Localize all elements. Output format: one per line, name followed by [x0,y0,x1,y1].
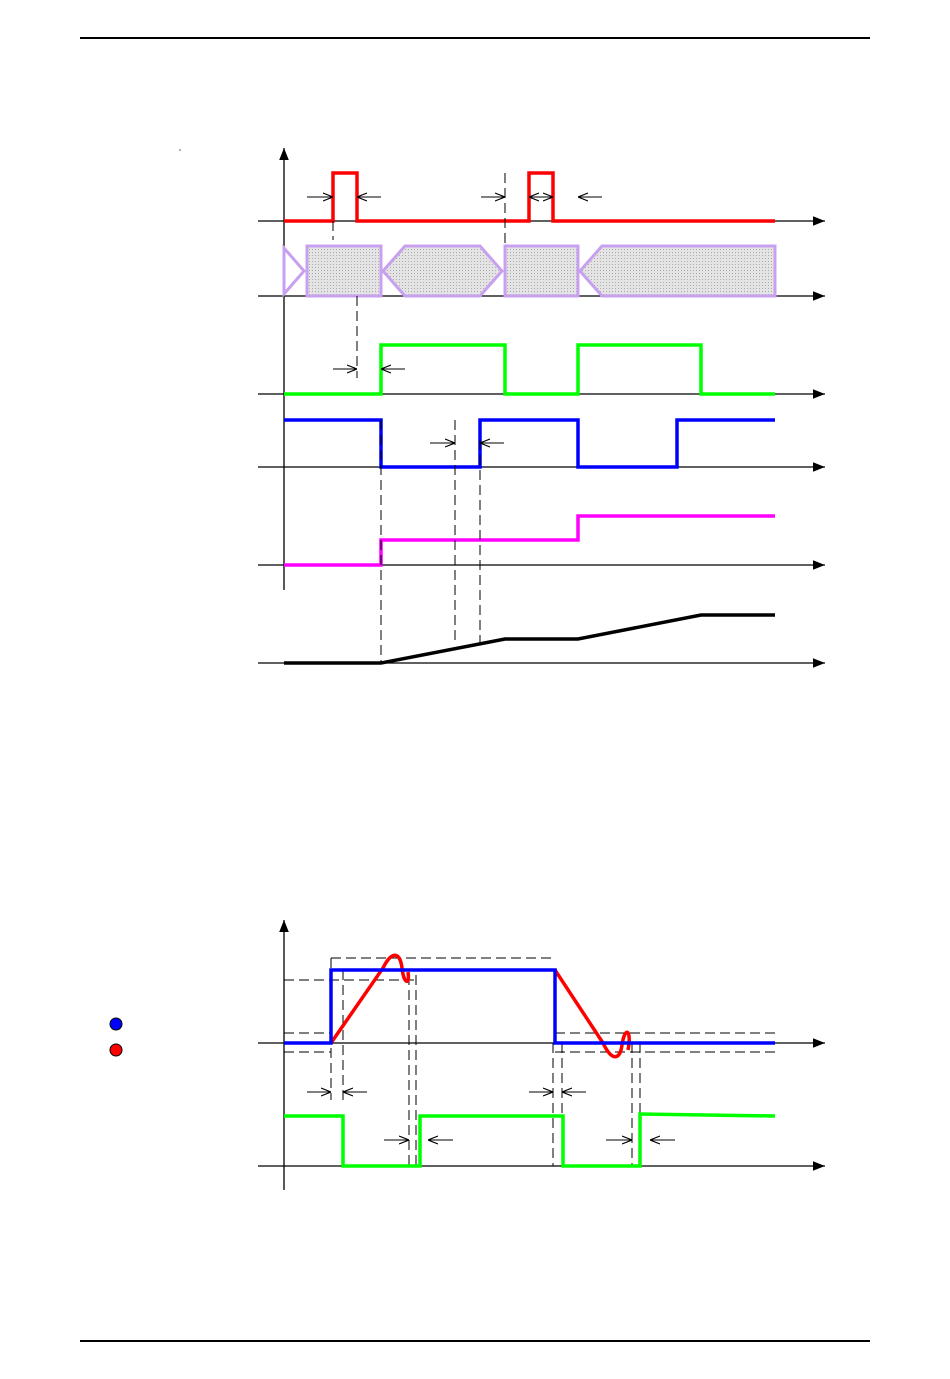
timing-arrows [307,1092,675,1140]
blue-signal [284,418,775,469]
timing-arrows [307,197,602,443]
legend-dot-blue [109,1017,123,1031]
timing-diagram-1 [258,148,825,668]
legend-dot-red [109,1043,123,1057]
response-rise [329,953,411,1044]
status-signal [284,1112,776,1168]
green-signal [284,343,775,396]
state-block [305,244,383,298]
state-block [578,244,777,298]
ramp-signal [284,613,775,665]
state-block [381,244,504,298]
state-block [503,244,580,298]
response-fall [553,969,631,1059]
timing-diagram-2 [109,920,825,1190]
speck [179,149,181,151]
dashed-markers [332,173,506,663]
state-block [282,243,306,299]
command-signal [284,968,775,1045]
state-blocks [282,243,777,299]
magenta-signal [284,514,775,567]
dashed-markers [284,957,775,1166]
